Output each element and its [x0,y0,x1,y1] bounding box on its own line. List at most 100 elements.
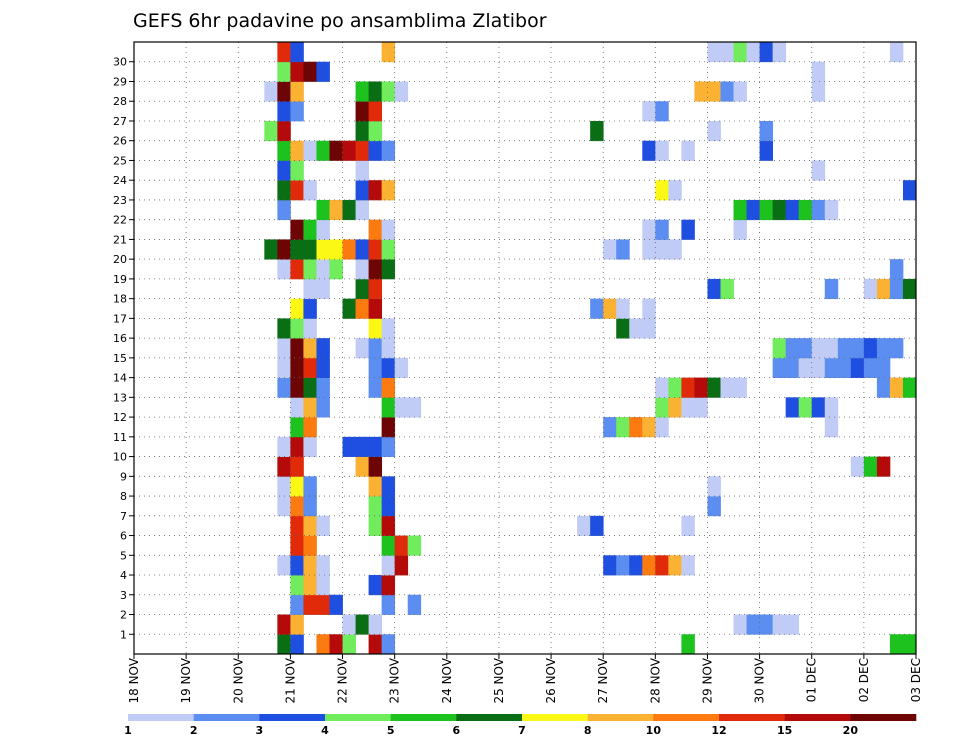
heatmap-cell [277,101,291,122]
heatmap-cell [290,436,304,457]
heatmap-cell [616,318,630,339]
heatmap-cell [772,338,787,359]
x-tick-label: 20 NOV [231,657,245,703]
heatmap-cell [707,42,721,63]
heatmap-cell [303,555,317,576]
heatmap-cell [303,417,317,438]
colorbar-label: 10 [646,724,662,737]
heatmap-cell [316,338,330,359]
heatmap-cell [824,397,839,418]
heatmap-cell [368,259,383,280]
heatmap-cell [316,594,330,615]
heatmap-cell [355,199,369,221]
heatmap-cell [290,239,304,260]
heatmap-cell [277,377,291,398]
y-tick-label: 8 [120,490,127,503]
y-tick-label: 18 [113,293,127,306]
heatmap-cell [381,239,396,260]
heatmap-cell [368,575,383,596]
x-tick-label: 25 NOV [492,657,506,703]
colorbar-swatch [193,714,260,721]
y-tick-label: 15 [113,352,127,365]
heatmap-cell [303,180,317,201]
y-tick-label: 3 [120,589,127,602]
heatmap-cell [381,417,396,438]
heatmap-cell [694,377,708,398]
heatmap-cell [303,239,317,260]
heatmap-cell [355,81,369,102]
heatmap-cell [277,456,291,477]
grid-lines [134,42,916,654]
heatmap-cell [277,614,291,635]
heatmap-cell [290,594,304,615]
heatmap-cell [733,219,747,240]
heatmap-cell [694,81,708,102]
heatmap-cell [616,555,630,576]
heatmap-cell [277,180,291,201]
heatmap-cell [407,397,422,418]
colorbar-swatch [128,714,194,721]
heatmap-cell [381,476,396,497]
heatmap-cell [329,199,343,221]
heatmap-cell [303,515,317,536]
heatmap-cell [290,555,304,576]
heatmap-cell [329,634,343,655]
heatmap-cell [720,81,734,102]
heatmap-cell [368,377,383,398]
heatmap-cell [290,140,304,161]
heatmap-cell [277,160,291,181]
x-tick-label: 28 NOV [648,657,662,703]
heatmap-cell [681,140,695,161]
y-tick-label: 26 [113,135,127,148]
y-tick-label: 27 [113,115,127,128]
heatmap-cell [368,634,383,655]
heatmap-cell [668,377,682,398]
heatmap-cell [303,535,317,556]
heatmap-cell [290,397,304,418]
heatmap-cell [655,377,669,398]
heatmap-cell [381,357,396,379]
heatmap-cell [902,180,917,201]
heatmap-cell [381,496,396,517]
x-tick-label: 30 NOV [753,657,767,703]
chart-title: GEFS 6hr padavine po ansamblima Zlatibor [133,10,547,32]
heatmap-cell [381,397,396,418]
heatmap-cell [368,120,383,142]
heatmap-cell [316,219,330,240]
heatmap-cell [290,456,304,477]
colorbar-swatch [587,714,654,721]
heatmap-cell [303,575,317,596]
x-tick-label: 26 NOV [544,657,558,703]
heatmap-cell [316,61,330,82]
x-tick-label: 19 NOV [179,657,193,703]
heatmap-cell [759,42,774,63]
heatmap-cell [329,239,343,260]
x-tick-label: 23 NOV [388,657,402,703]
heatmap-cell [342,199,356,221]
heatmap-cell [355,120,369,142]
heatmap-cell [303,496,317,517]
colorbar-swatch [456,714,523,721]
heatmap-cell [681,515,695,536]
heatmap-cell [668,397,682,418]
heatmap-cell [668,180,682,201]
colorbar-label: 8 [584,724,592,737]
heatmap-cell [303,61,317,82]
heatmap-cell [655,140,669,161]
y-tick-label: 6 [120,530,127,543]
heatmap-cell [342,298,356,319]
heatmap-cell [811,397,826,418]
heatmap-cell [355,614,369,635]
heatmap-cell [290,180,304,201]
heatmap-cell [381,515,396,536]
colorbar-label: 3 [256,724,264,737]
heatmap-cell [316,634,330,655]
heatmap-cell [277,476,291,497]
x-axis-ticks: 18 NOV 19 NOV 20 NOV 21 NOV 22 NOV 23 NOV 24 N… [127,654,923,704]
y-tick-label: 16 [113,332,127,345]
heatmap-cell [798,357,813,379]
heatmap-cell [368,614,383,635]
heatmap-cell [290,160,304,181]
y-tick-label: 25 [113,154,127,167]
heatmap-cell [290,575,304,596]
